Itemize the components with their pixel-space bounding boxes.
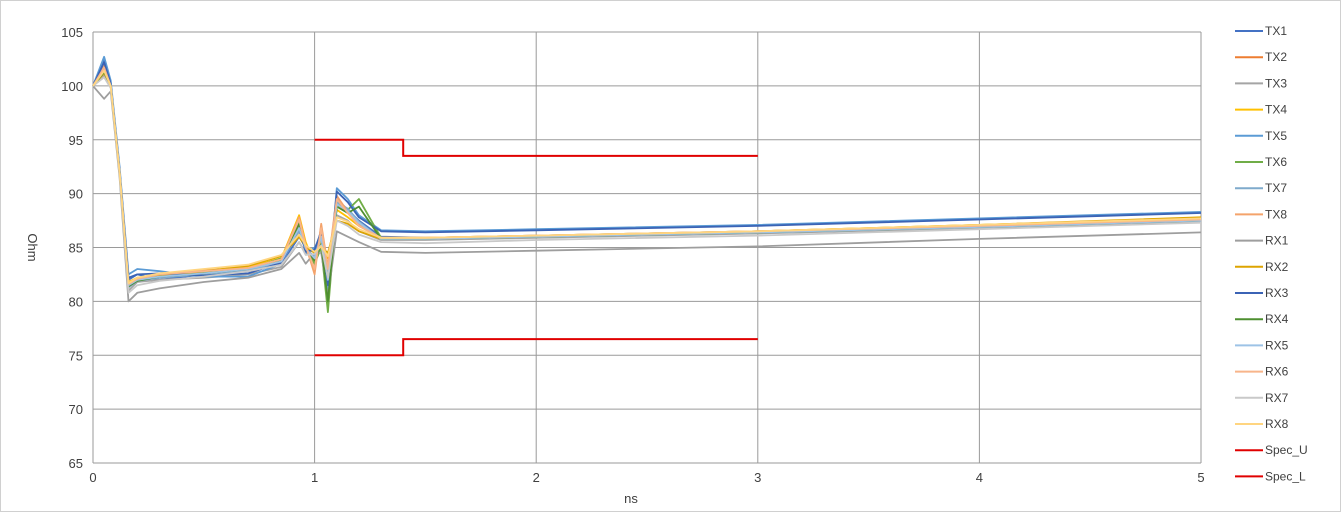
y-tick-label: 100 xyxy=(61,79,83,94)
x-tick-labels: 0 1 2 3 4 5 xyxy=(89,470,1204,485)
series-line-rx8 xyxy=(93,71,1201,283)
legend-item: RX2 xyxy=(1235,260,1289,274)
x-axis-label: ns xyxy=(624,491,638,506)
legend-item: RX7 xyxy=(1235,391,1289,405)
legend-label: RX5 xyxy=(1265,338,1289,352)
legend-item: Spec_U xyxy=(1235,443,1308,457)
legend-label: RX7 xyxy=(1265,391,1289,405)
legend-label: TX2 xyxy=(1265,50,1287,64)
y-tick-label: 70 xyxy=(69,402,83,417)
legend-item: TX7 xyxy=(1235,181,1287,195)
legend-label: TX1 xyxy=(1265,24,1287,38)
legend-item: RX8 xyxy=(1235,417,1289,431)
series-line-tx8 xyxy=(93,65,1201,283)
legend-item: RX5 xyxy=(1235,338,1289,352)
legend-label: Spec_L xyxy=(1265,469,1306,483)
legend: TX1 TX2 TX3 TX4 TX5 TX6 TX7 TX8 RX1 RX2 RX3 RX4 RX5 R… xyxy=(1235,24,1308,483)
legend-label: RX2 xyxy=(1265,260,1289,274)
series-line-rx5 xyxy=(93,70,1201,286)
legend-label: Spec_U xyxy=(1265,443,1308,457)
legend-item: TX8 xyxy=(1235,207,1287,221)
legend-item: TX3 xyxy=(1235,76,1287,90)
y-tick-label: 65 xyxy=(69,456,83,471)
legend-item: RX6 xyxy=(1235,365,1289,379)
x-tick-label: 5 xyxy=(1197,470,1204,485)
legend-item: TX5 xyxy=(1235,129,1287,143)
legend-item: TX6 xyxy=(1235,155,1287,169)
legend-label: RX4 xyxy=(1265,312,1289,326)
legend-label: TX3 xyxy=(1265,76,1287,90)
y-tick-label: 95 xyxy=(69,133,83,148)
legend-label: RX6 xyxy=(1265,365,1289,379)
legend-label: TX8 xyxy=(1265,207,1287,221)
legend-item: TX2 xyxy=(1235,50,1287,64)
x-tick-label: 3 xyxy=(754,470,761,485)
legend-item: RX3 xyxy=(1235,286,1289,300)
y-tick-label: 80 xyxy=(69,294,83,309)
series-line-rx3 xyxy=(93,62,1201,285)
legend-label: RX8 xyxy=(1265,417,1289,431)
legend-item: RX1 xyxy=(1235,234,1289,248)
series-line-rx6 xyxy=(93,68,1201,285)
series-line-tx5 xyxy=(93,57,1201,291)
y-tick-labels: 65 70 75 80 85 90 95 100 105 xyxy=(61,25,83,471)
series-line-rx7 xyxy=(93,77,1201,292)
grid xyxy=(93,32,1201,463)
x-tick-label: 2 xyxy=(533,470,540,485)
x-tick-label: 0 xyxy=(89,470,96,485)
series-line-tx4 xyxy=(93,70,1201,282)
legend-label: RX3 xyxy=(1265,286,1289,300)
legend-label: TX6 xyxy=(1265,155,1287,169)
series-line-tx3 xyxy=(93,75,1201,291)
y-tick-label: 90 xyxy=(69,187,83,202)
legend-item: Spec_L xyxy=(1235,469,1306,483)
x-tick-label: 1 xyxy=(311,470,318,485)
x-tick-label: 4 xyxy=(976,470,983,485)
legend-item: RX4 xyxy=(1235,312,1289,326)
series-line-tx2 xyxy=(93,67,1201,286)
y-tick-label: 85 xyxy=(69,241,83,256)
legend-label: TX4 xyxy=(1265,103,1287,117)
legend-label: TX7 xyxy=(1265,181,1287,195)
series-line-rx2 xyxy=(93,73,1201,284)
legend-item: TX1 xyxy=(1235,24,1287,38)
legend-label: RX1 xyxy=(1265,234,1289,248)
series-line-tx1 xyxy=(93,59,1201,280)
legend-item: TX4 xyxy=(1235,103,1287,117)
legend-label: TX5 xyxy=(1265,129,1287,143)
y-axis-label: Ohm xyxy=(25,233,40,261)
series-lines xyxy=(93,57,1201,356)
y-tick-label: 75 xyxy=(69,348,83,363)
y-tick-label: 105 xyxy=(61,25,83,40)
series-line-tx7 xyxy=(93,71,1201,288)
